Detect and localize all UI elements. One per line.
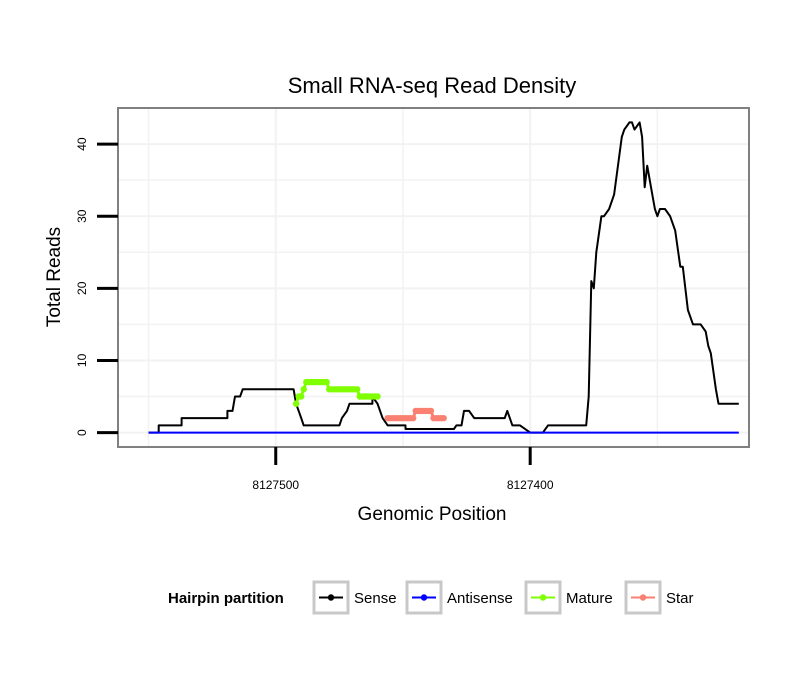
x-tick-label: 8127500 <box>252 478 299 492</box>
y-tick-label: 30 <box>75 209 89 223</box>
y-axis: 0 10 20 30 40 <box>75 137 118 436</box>
data-point-mature <box>297 393 305 400</box>
data-point-mature <box>374 393 381 400</box>
data-point-star <box>440 414 447 422</box>
legend-marker-antisense <box>420 594 428 601</box>
data-point-mature <box>300 386 307 393</box>
x-axis-title: Genomic Position <box>358 504 507 525</box>
legend-marker-star <box>639 594 647 601</box>
legend-marker-sense <box>327 594 335 601</box>
y-tick-label: 0 <box>75 429 89 436</box>
y-tick-label: 40 <box>75 137 89 151</box>
legend-label-antisense: Antisense <box>447 590 513 607</box>
y-tick-label: 20 <box>75 281 89 295</box>
x-axis: 8127500 8127400 <box>252 447 554 492</box>
legend-label-star: Star <box>666 590 694 607</box>
plot-border <box>117 107 750 448</box>
data-point-mature <box>353 386 361 393</box>
y-axis-title: Total Reads <box>44 227 65 327</box>
data-point-star <box>409 414 417 422</box>
x-tick-label: 8127400 <box>507 478 554 492</box>
data-point-mature <box>292 400 300 407</box>
series-layer <box>148 121 739 434</box>
legend-label-mature: Mature <box>566 590 613 607</box>
series-line-sense <box>148 121 739 434</box>
legend-marker-mature <box>539 594 547 601</box>
chart-title: Small RNA-seq Read Density <box>288 73 577 98</box>
legend-label-sense: Sense <box>354 590 397 607</box>
legend: Hairpin partition Sense Antisense Mature St… <box>168 580 694 615</box>
y-tick-label: 10 <box>75 353 89 367</box>
data-point-star <box>427 407 435 415</box>
legend-title: Hairpin partition <box>168 590 284 607</box>
data-point-mature <box>323 378 330 386</box>
